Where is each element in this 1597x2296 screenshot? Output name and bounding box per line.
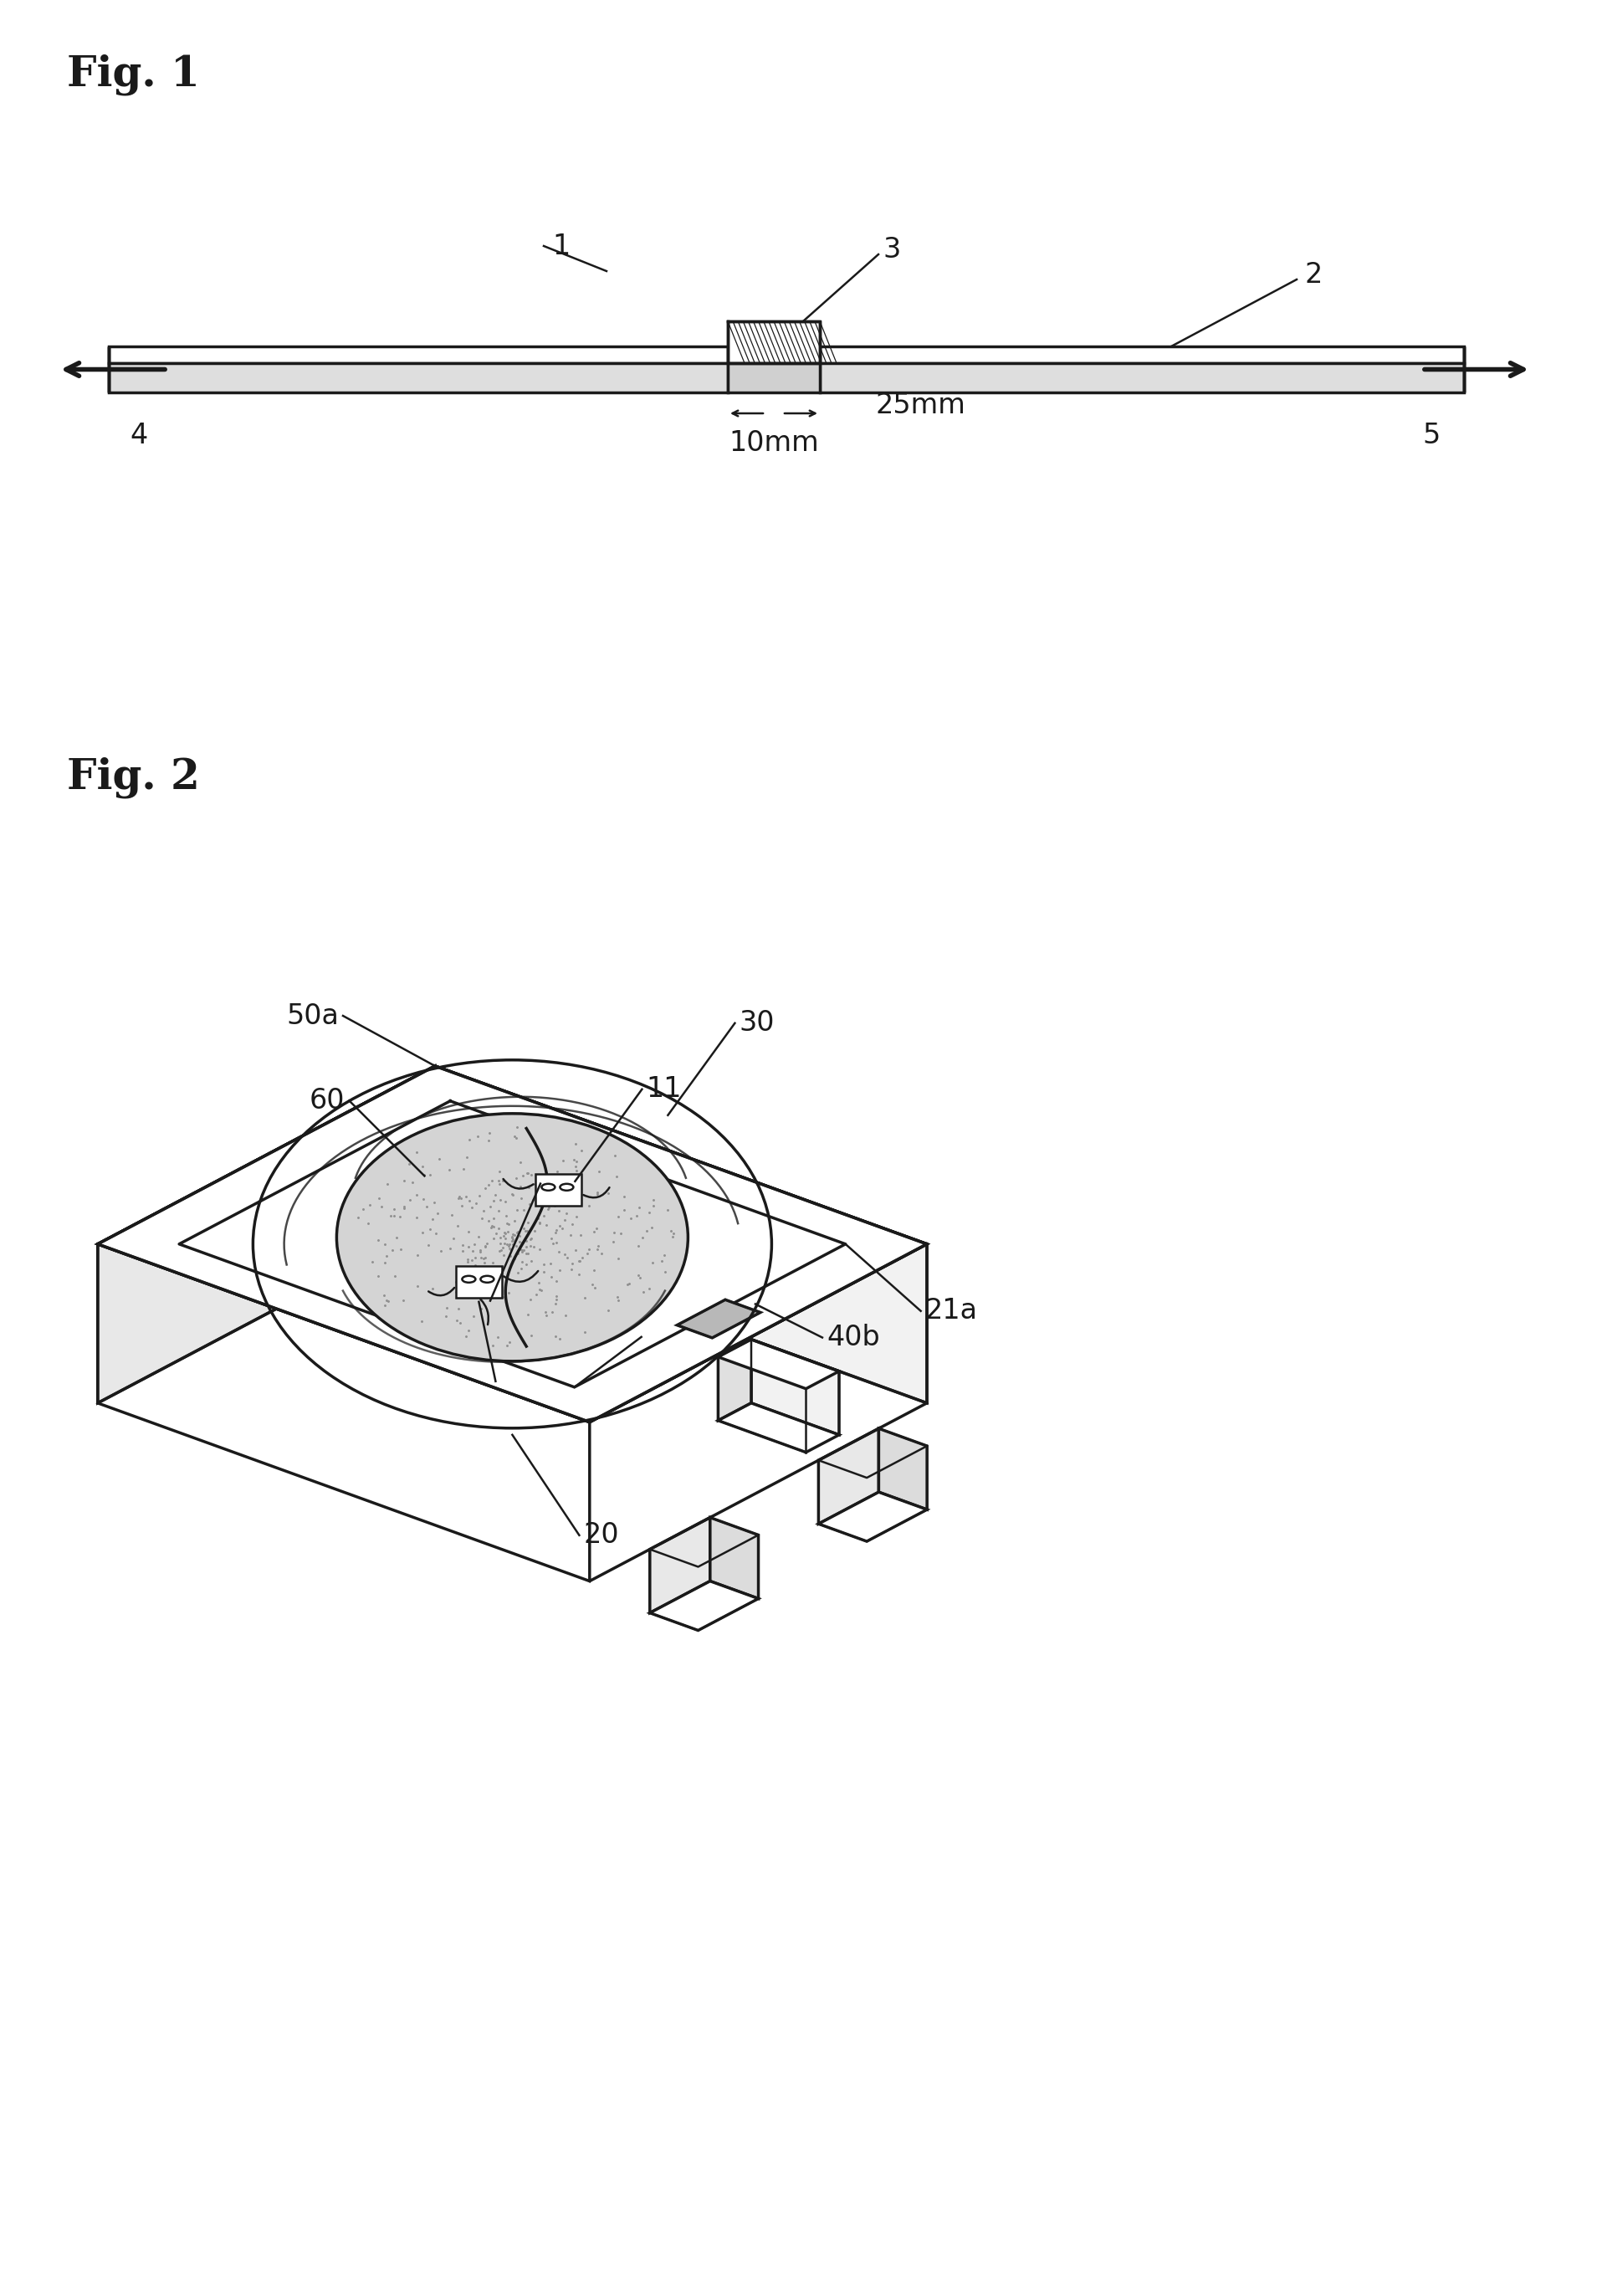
Polygon shape [719, 1339, 751, 1421]
Polygon shape [751, 1339, 838, 1435]
Ellipse shape [337, 1114, 688, 1362]
Polygon shape [819, 1492, 926, 1541]
Text: 3: 3 [883, 236, 901, 264]
Polygon shape [650, 1582, 759, 1630]
Text: 21b: 21b [645, 1322, 699, 1350]
Text: 40a: 40a [433, 1288, 485, 1316]
Polygon shape [455, 1244, 575, 1293]
Text: Fig. 2: Fig. 2 [67, 755, 200, 797]
Text: 40b: 40b [827, 1325, 880, 1352]
Polygon shape [819, 347, 1464, 363]
Polygon shape [109, 347, 728, 363]
Polygon shape [97, 1065, 434, 1403]
Text: 20: 20 [583, 1522, 620, 1550]
Polygon shape [109, 363, 728, 393]
Polygon shape [455, 1309, 575, 1357]
Text: 1: 1 [553, 232, 570, 259]
Polygon shape [711, 1518, 759, 1598]
Polygon shape [455, 1265, 501, 1297]
Polygon shape [719, 1403, 838, 1453]
Text: 2: 2 [1305, 262, 1322, 289]
Polygon shape [97, 1065, 926, 1421]
Polygon shape [878, 1428, 926, 1508]
Text: 4: 4 [129, 422, 147, 450]
Polygon shape [677, 1300, 760, 1339]
Polygon shape [487, 1244, 575, 1339]
Polygon shape [728, 363, 819, 393]
Text: 5: 5 [1423, 422, 1440, 450]
Polygon shape [719, 1339, 838, 1389]
Polygon shape [455, 1244, 487, 1325]
Text: 21a: 21a [925, 1297, 977, 1325]
Polygon shape [97, 1065, 926, 1421]
Polygon shape [650, 1518, 711, 1612]
Text: 60: 60 [310, 1086, 345, 1114]
Text: 25mm: 25mm [875, 393, 965, 420]
Polygon shape [819, 363, 1464, 393]
Text: 11: 11 [647, 1075, 682, 1102]
Text: 10mm: 10mm [728, 429, 819, 457]
Text: 30: 30 [739, 1010, 775, 1038]
Text: 50a: 50a [286, 1001, 339, 1029]
Polygon shape [728, 321, 819, 363]
Text: Fig. 1: Fig. 1 [67, 53, 200, 94]
Polygon shape [535, 1173, 581, 1205]
Polygon shape [819, 1428, 878, 1525]
Polygon shape [434, 1065, 926, 1403]
Text: 10: 10 [500, 1368, 535, 1396]
